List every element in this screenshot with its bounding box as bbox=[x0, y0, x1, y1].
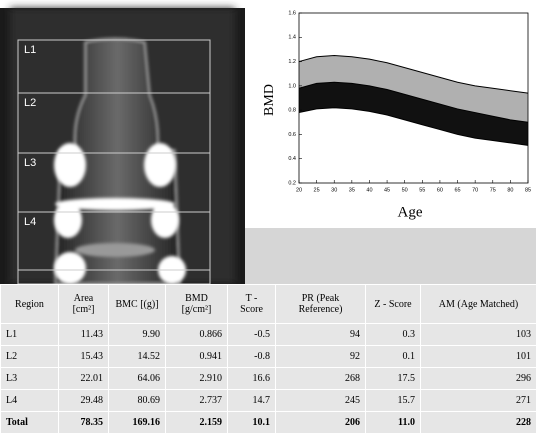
x-tick-label: 35 bbox=[349, 187, 355, 193]
table-cell: 16.6 bbox=[228, 368, 276, 390]
x-tick-label: 50 bbox=[402, 187, 408, 193]
table-cell: 92 bbox=[276, 346, 366, 368]
y-tick-label: 1.4 bbox=[288, 35, 296, 41]
panel-background bbox=[245, 228, 536, 284]
x-tick-label: 45 bbox=[384, 187, 390, 193]
table-cell: L1 bbox=[1, 324, 59, 346]
header-cell: Region bbox=[1, 285, 59, 324]
table-cell: 78.35 bbox=[59, 412, 109, 434]
table-cell: 22.01 bbox=[59, 368, 109, 390]
table-cell: 64.06 bbox=[109, 368, 166, 390]
table-cell: 0.941 bbox=[166, 346, 228, 368]
table-cell: L4 bbox=[1, 390, 59, 412]
x-tick-label: 30 bbox=[331, 187, 337, 193]
table-cell: 15.7 bbox=[366, 390, 421, 412]
header-cell: Area [cm²] bbox=[59, 285, 109, 324]
region-label: L3 bbox=[24, 157, 36, 169]
y-tick-label: 1.2 bbox=[288, 59, 296, 65]
table-cell: 94 bbox=[276, 324, 366, 346]
region-label: L1 bbox=[24, 44, 36, 56]
table-cell: 11.0 bbox=[366, 412, 421, 434]
x-tick-label: 80 bbox=[507, 187, 513, 193]
table-cell: 268 bbox=[276, 368, 366, 390]
header-cell: PR (Peak Reference) bbox=[276, 285, 366, 324]
report: L1 L2 L3 L4 BMD Age 0.2 0.4 0.6 0.8 1.0 1.2 1.… bbox=[0, 0, 536, 434]
table-cell: 206 bbox=[276, 412, 366, 434]
header-cell: BMC [(g)] bbox=[109, 285, 166, 324]
x-tick-label: 75 bbox=[490, 187, 496, 193]
table-cell: L3 bbox=[1, 368, 59, 390]
region-label: L2 bbox=[24, 97, 36, 109]
table-cell: 0.3 bbox=[366, 324, 421, 346]
header-cell: Z - Score bbox=[366, 285, 421, 324]
table-cell: 17.5 bbox=[366, 368, 421, 390]
x-tick-label: 20 bbox=[296, 187, 302, 193]
x-tick-label: 60 bbox=[437, 187, 443, 193]
chart: BMD Age 0.2 0.4 0.6 0.8 1.0 1.2 1.4 1.6 20 25 30 35… bbox=[245, 0, 536, 228]
table-cell: 2.159 bbox=[166, 412, 228, 434]
table-cell: -0.8 bbox=[228, 346, 276, 368]
x-tick-label: 65 bbox=[454, 187, 460, 193]
table-cell: Total bbox=[1, 412, 59, 434]
table-cell: 0.866 bbox=[166, 324, 228, 346]
table-cell: 2.910 bbox=[166, 368, 228, 390]
header-cell: BMD [g/cm²] bbox=[166, 285, 228, 324]
x-tick-label: 70 bbox=[472, 187, 478, 193]
y-tick-label: 0.8 bbox=[288, 108, 296, 114]
table-cell: L2 bbox=[1, 346, 59, 368]
x-tick-label: 85 bbox=[525, 187, 531, 193]
spine-scan: L1 L2 L3 L4 bbox=[0, 0, 245, 284]
x-tick-label: 25 bbox=[314, 187, 320, 193]
x-tick-label: 55 bbox=[419, 187, 425, 193]
y-tick-label: 0.6 bbox=[288, 132, 296, 138]
table-cell: 29.48 bbox=[59, 390, 109, 412]
table-cell: 101 bbox=[421, 346, 536, 368]
table-cell: 271 bbox=[421, 390, 536, 412]
table-cell: 11.43 bbox=[59, 324, 109, 346]
table-cell: 296 bbox=[421, 368, 536, 390]
table-cell: 228 bbox=[421, 412, 536, 434]
x-axis-label: Age bbox=[398, 204, 423, 220]
region-label: L4 bbox=[24, 216, 36, 228]
table-cell: -0.5 bbox=[228, 324, 276, 346]
y-tick-label: 0.4 bbox=[288, 156, 296, 162]
table-cell: 103 bbox=[421, 324, 536, 346]
y-axis-label: BMD bbox=[262, 84, 277, 116]
table-cell: 14.52 bbox=[109, 346, 166, 368]
y-tick-label: 0.2 bbox=[288, 180, 296, 186]
table-cell: 245 bbox=[276, 390, 366, 412]
y-tick-label: 1.6 bbox=[288, 10, 296, 16]
y-tick-label: 1.0 bbox=[288, 83, 296, 89]
table-cell: 169.16 bbox=[109, 412, 166, 434]
table-cell: 10.1 bbox=[228, 412, 276, 434]
x-tick-label: 40 bbox=[366, 187, 372, 193]
table-cell: 15.43 bbox=[59, 346, 109, 368]
table-cell: 0.1 bbox=[366, 346, 421, 368]
table-cell: 14.7 bbox=[228, 390, 276, 412]
header-cell: T - Score bbox=[228, 285, 276, 324]
header-cell: AM (Age Matched) bbox=[421, 285, 536, 324]
table-cell: 9.90 bbox=[109, 324, 166, 346]
table-cell: 80.69 bbox=[109, 390, 166, 412]
table-cell: 2.737 bbox=[166, 390, 228, 412]
